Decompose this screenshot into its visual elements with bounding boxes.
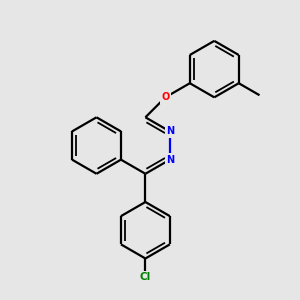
Text: N: N <box>166 126 174 136</box>
Text: N: N <box>166 155 174 165</box>
Text: Cl: Cl <box>140 272 151 282</box>
Text: O: O <box>161 92 170 102</box>
